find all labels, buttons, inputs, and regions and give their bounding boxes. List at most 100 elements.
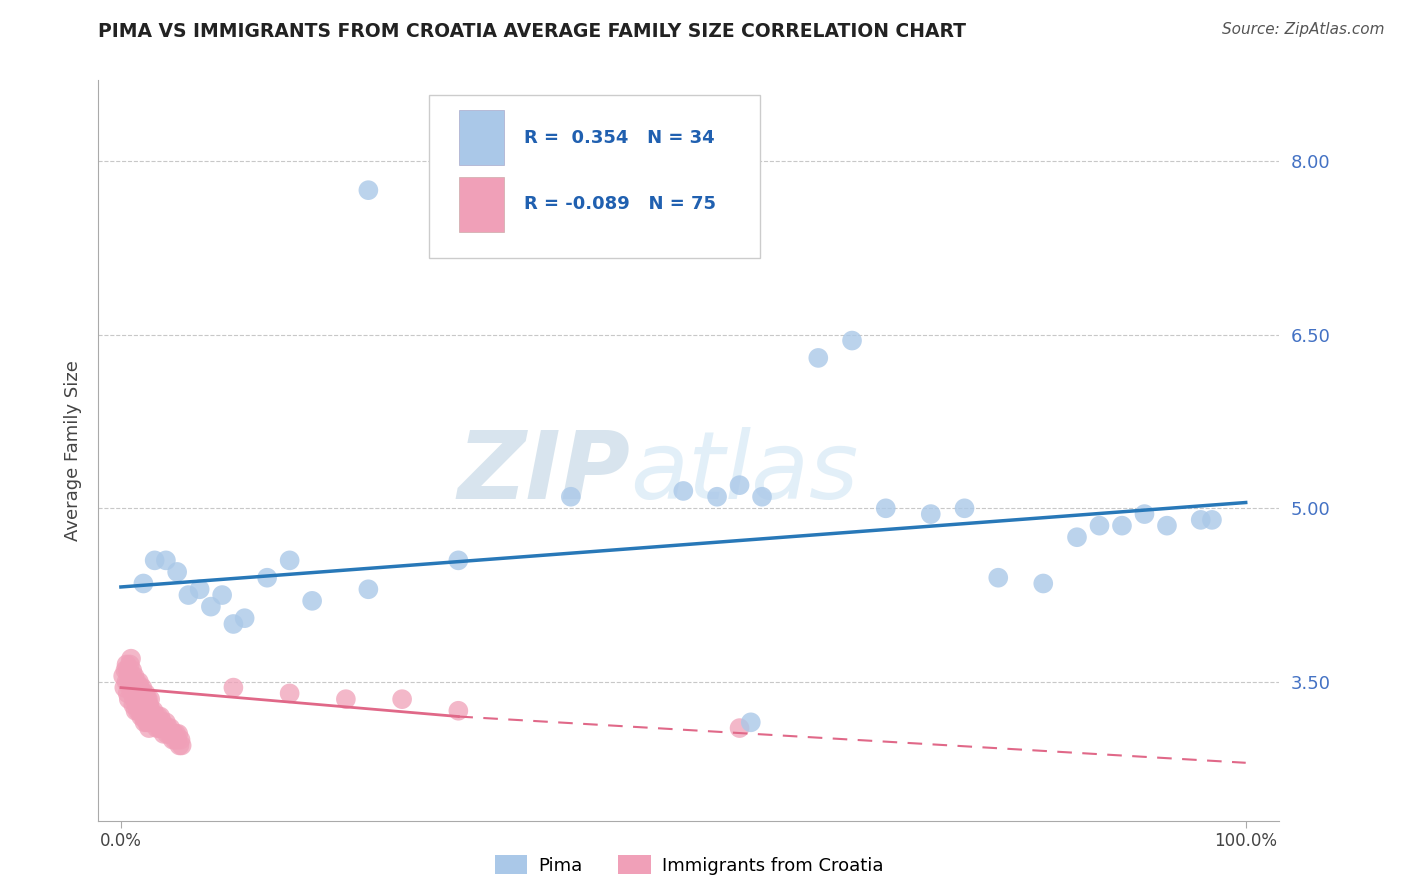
Point: [278, 686, 301, 700]
Point: [134, 715, 156, 730]
Point: [136, 715, 159, 730]
Point: [122, 698, 145, 712]
Point: [129, 686, 152, 700]
Point: [987, 571, 1010, 585]
Point: [152, 715, 174, 730]
Point: [157, 721, 180, 735]
Point: [135, 686, 157, 700]
Point: [357, 183, 380, 197]
Point: [128, 698, 150, 712]
Point: [335, 692, 357, 706]
Point: [118, 692, 141, 706]
Point: [301, 594, 323, 608]
Point: [112, 669, 135, 683]
Point: [142, 704, 165, 718]
Point: [121, 663, 143, 677]
Point: [177, 588, 200, 602]
Point: [222, 681, 245, 695]
Point: [129, 681, 152, 695]
Point: [124, 681, 146, 695]
Point: [875, 501, 897, 516]
Point: [146, 721, 169, 735]
Point: [114, 663, 136, 677]
Y-axis label: Average Family Size: Average Family Size: [63, 360, 82, 541]
Point: [447, 704, 470, 718]
Point: [125, 674, 148, 689]
Point: [145, 709, 167, 723]
Point: [1066, 530, 1088, 544]
Point: [121, 669, 143, 683]
Point: [132, 709, 155, 723]
Point: [127, 704, 149, 718]
Point: [150, 721, 173, 735]
Point: [155, 553, 177, 567]
Point: [131, 704, 153, 718]
Point: [141, 715, 163, 730]
Point: [169, 739, 191, 753]
Point: [134, 692, 156, 706]
Point: [131, 681, 153, 695]
Point: [124, 669, 146, 683]
Legend: Pima, Immigrants from Croatia: Pima, Immigrants from Croatia: [488, 848, 890, 882]
Text: R = -0.089   N = 75: R = -0.089 N = 75: [523, 195, 716, 213]
Point: [148, 721, 170, 735]
Point: [152, 727, 174, 741]
Point: [112, 681, 135, 695]
Point: [149, 709, 172, 723]
Point: [160, 727, 183, 741]
Point: [129, 704, 152, 718]
Point: [256, 571, 278, 585]
Point: [132, 686, 155, 700]
Point: [233, 611, 256, 625]
Text: Source: ZipAtlas.com: Source: ZipAtlas.com: [1222, 22, 1385, 37]
Point: [135, 709, 157, 723]
Point: [141, 704, 163, 718]
Text: PIMA VS IMMIGRANTS FROM CROATIA AVERAGE FAMILY SIZE CORRELATION CHART: PIMA VS IMMIGRANTS FROM CROATIA AVERAGE …: [98, 22, 966, 41]
Point: [920, 507, 942, 521]
Point: [672, 483, 695, 498]
Point: [127, 681, 149, 695]
Point: [188, 582, 211, 597]
Point: [167, 727, 190, 741]
Point: [728, 478, 751, 492]
Point: [163, 727, 186, 741]
Point: [447, 553, 470, 567]
Point: [166, 565, 188, 579]
Point: [132, 576, 155, 591]
Point: [124, 704, 146, 718]
Point: [156, 727, 179, 741]
FancyBboxPatch shape: [429, 95, 759, 258]
Point: [128, 674, 150, 689]
Point: [118, 657, 141, 672]
Point: [138, 721, 160, 735]
Point: [143, 553, 166, 567]
Point: [200, 599, 222, 614]
Bar: [458, 110, 503, 165]
Point: [169, 732, 191, 747]
Point: [124, 692, 146, 706]
Point: [117, 686, 139, 700]
Point: [143, 715, 166, 730]
Point: [211, 588, 233, 602]
Point: [122, 674, 145, 689]
Point: [740, 715, 762, 730]
Point: [391, 692, 413, 706]
Point: [136, 692, 159, 706]
Point: [125, 698, 148, 712]
Point: [155, 715, 177, 730]
Point: [1189, 513, 1212, 527]
Point: [1156, 518, 1178, 533]
Point: [841, 334, 863, 348]
Point: [115, 657, 138, 672]
Point: [166, 732, 188, 747]
Point: [135, 692, 157, 706]
Point: [706, 490, 728, 504]
Point: [121, 686, 143, 700]
Point: [162, 732, 184, 747]
Point: [807, 351, 830, 365]
Point: [117, 663, 139, 677]
Point: [1201, 513, 1223, 527]
Bar: [458, 177, 503, 232]
Point: [115, 674, 138, 689]
Text: R =  0.354   N = 34: R = 0.354 N = 34: [523, 128, 714, 146]
